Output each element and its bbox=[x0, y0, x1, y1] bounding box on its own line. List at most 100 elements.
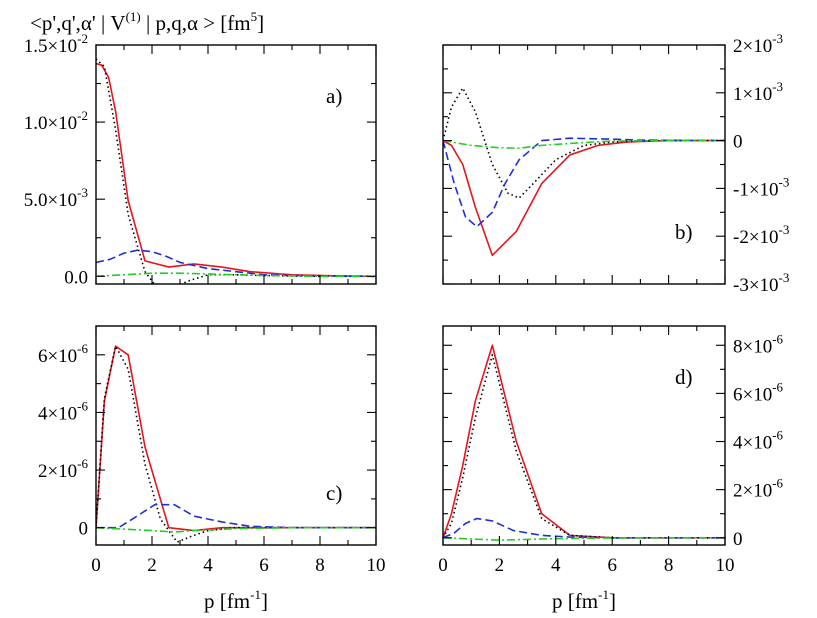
x-tick-label: 10 bbox=[716, 555, 735, 576]
series-line-dashed bbox=[96, 503, 376, 529]
y-tick-label: 0 bbox=[733, 132, 743, 153]
y-tick-mantissa: 0 bbox=[79, 519, 89, 540]
x-tick-label: 8 bbox=[315, 555, 325, 576]
y-tick-label: 4×10-6 bbox=[38, 398, 89, 424]
series-line-dashdot bbox=[96, 526, 376, 533]
series-line-dashdot bbox=[443, 536, 725, 541]
x-axis-title: p [fm-1] bbox=[204, 587, 268, 613]
y-tick-exponent: -6 bbox=[77, 398, 88, 413]
x-tick-label: 0 bbox=[91, 555, 101, 576]
x-axis-title-text: p [fm bbox=[204, 589, 250, 613]
y-tick-mantissa: 2×10 bbox=[733, 36, 772, 57]
y-tick-mantissa: 4×10 bbox=[733, 433, 772, 454]
y-tick-mantissa: -1×10 bbox=[733, 179, 779, 200]
y-tick-label: 5.0×10-3 bbox=[24, 185, 88, 211]
x-tick-label: 10 bbox=[367, 555, 386, 576]
panel-d: 0 2 4 6 8 108×10-66×10-64×10-62×10-60d)p [fm-… bbox=[438, 325, 784, 613]
figure-title-prefix: <p',q',α' | V bbox=[30, 11, 126, 35]
series-line-dashdot bbox=[443, 139, 725, 150]
x-tick-label: 6 bbox=[607, 555, 617, 576]
series-line-dashdot bbox=[96, 272, 376, 278]
y-tick-label: 1×10-3 bbox=[733, 79, 783, 105]
y-tick-exponent: -6 bbox=[772, 476, 783, 491]
y-tick-label: 2×10-3 bbox=[733, 31, 783, 57]
x-tick-label: 6 bbox=[259, 555, 269, 576]
y-tick-mantissa: 0 bbox=[733, 529, 743, 550]
series-line-dashed bbox=[443, 517, 725, 539]
figure-title-middle: | p,q,α > [fm bbox=[141, 11, 251, 35]
y-tick-mantissa: 2×10 bbox=[733, 481, 772, 502]
x-axis-title-exp: -1 bbox=[598, 587, 609, 602]
panel-label: d) bbox=[675, 365, 693, 389]
figure-title-suffix: ] bbox=[257, 11, 264, 35]
y-tick-label: 0 bbox=[79, 519, 89, 540]
panel-label: a) bbox=[326, 84, 342, 108]
y-tick-exponent: -3 bbox=[77, 185, 88, 200]
panel-a: 0.05.0×10-31.0×10-21.5×10-2a) bbox=[24, 31, 377, 288]
y-tick-exponent: -3 bbox=[779, 222, 790, 237]
x-axis-title-suffix: ] bbox=[261, 589, 268, 613]
figure-title-sup1: (1) bbox=[126, 9, 141, 24]
x-tick-label: 0 bbox=[438, 555, 448, 576]
y-tick-label: -1×10-3 bbox=[733, 174, 789, 200]
y-tick-label: 4×10-6 bbox=[733, 428, 784, 454]
y-tick-label: 2×10-6 bbox=[38, 456, 89, 482]
panel-label: b) bbox=[675, 220, 693, 244]
x-tick-label: 4 bbox=[203, 555, 213, 576]
y-tick-mantissa: -3×10 bbox=[733, 275, 779, 296]
y-tick-mantissa: 6×10 bbox=[38, 346, 77, 367]
y-tick-mantissa: 2×10 bbox=[38, 461, 77, 482]
y-tick-label: 1.0×10-2 bbox=[24, 108, 88, 134]
series-line-dashed bbox=[443, 137, 725, 228]
y-tick-label: 0 bbox=[733, 529, 743, 550]
y-tick-exponent: -6 bbox=[772, 331, 783, 346]
panel-frame bbox=[95, 325, 377, 546]
y-tick-label: 6×10-6 bbox=[38, 341, 89, 367]
x-tick-label: 4 bbox=[551, 555, 561, 576]
y-tick-exponent: -6 bbox=[772, 379, 783, 394]
y-tick-label: 8×10-6 bbox=[733, 331, 784, 357]
panel-label: c) bbox=[326, 481, 342, 505]
x-tick-label: 2 bbox=[147, 555, 157, 576]
y-tick-label: 6×10-6 bbox=[733, 379, 784, 405]
y-tick-label: -2×10-3 bbox=[733, 222, 789, 248]
y-tick-mantissa: 1.5×10 bbox=[24, 36, 77, 57]
series-line-solid bbox=[96, 62, 376, 278]
y-tick-exponent: -3 bbox=[779, 270, 790, 285]
y-tick-exponent: -2 bbox=[77, 108, 88, 123]
y-tick-mantissa: 0.0 bbox=[64, 267, 88, 288]
y-tick-mantissa: 4×10 bbox=[38, 403, 77, 424]
panel-frame bbox=[95, 44, 377, 285]
y-tick-exponent: -2 bbox=[77, 31, 88, 46]
x-axis-title-text: p [fm bbox=[552, 589, 598, 613]
y-tick-exponent: -6 bbox=[77, 341, 88, 356]
y-tick-exponent: -3 bbox=[779, 174, 790, 189]
panel-b: 2×10-31×10-30-1×10-3-2×10-3-3×10-3b) bbox=[442, 31, 789, 296]
y-tick-mantissa: 5.0×10 bbox=[24, 190, 77, 211]
x-axis-title-exp: -1 bbox=[250, 587, 261, 602]
y-tick-exponent: -6 bbox=[77, 456, 88, 471]
series-line-dashed bbox=[96, 249, 376, 278]
x-tick-label: 2 bbox=[495, 555, 505, 576]
y-tick-mantissa: -2×10 bbox=[733, 227, 779, 248]
y-tick-mantissa: 1.0×10 bbox=[24, 113, 77, 134]
panel-frame bbox=[442, 325, 726, 546]
y-tick-mantissa: 6×10 bbox=[733, 384, 772, 405]
y-tick-label: -3×10-3 bbox=[733, 270, 789, 296]
series-line-dotted bbox=[96, 345, 376, 543]
x-axis-title: p [fm-1] bbox=[552, 587, 616, 613]
panel-frame bbox=[442, 44, 726, 285]
y-tick-exponent: -3 bbox=[772, 31, 783, 46]
y-tick-label: 0.0 bbox=[64, 267, 88, 288]
series-line-solid bbox=[443, 139, 725, 257]
x-axis-title-suffix: ] bbox=[609, 589, 616, 613]
y-tick-mantissa: 0 bbox=[733, 132, 743, 153]
y-tick-exponent: -6 bbox=[772, 428, 783, 443]
y-tick-exponent: -3 bbox=[772, 79, 783, 94]
series-line-dotted bbox=[443, 87, 725, 199]
y-tick-mantissa: 1×10 bbox=[733, 84, 772, 105]
y-tick-label: 2×10-6 bbox=[733, 476, 784, 502]
y-tick-label: 1.5×10-2 bbox=[24, 31, 88, 57]
